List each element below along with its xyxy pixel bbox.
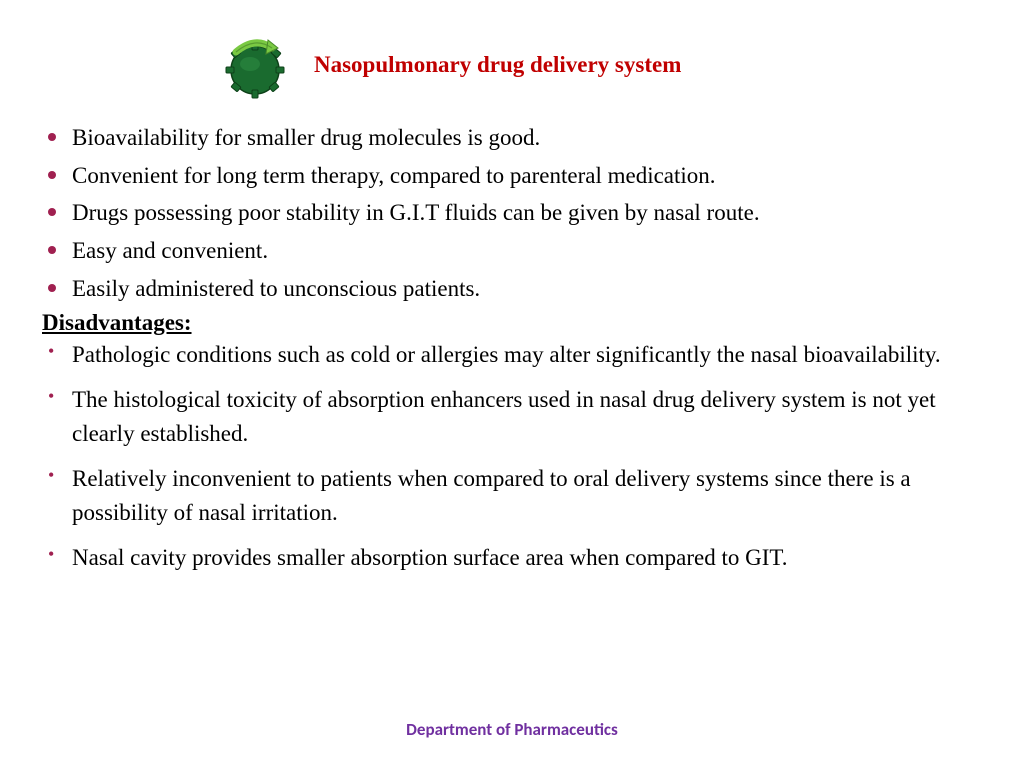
logo-icon xyxy=(220,30,290,100)
list-item: The histological toxicity of absorption … xyxy=(42,383,984,452)
list-item: Pathologic conditions such as cold or al… xyxy=(42,338,984,373)
list-item: Relatively inconvenient to patients when… xyxy=(42,462,984,531)
disadvantages-list: Pathologic conditions such as cold or al… xyxy=(42,338,984,575)
list-item: Easily administered to unconscious patie… xyxy=(42,271,984,307)
slide-footer: Department of Pharmaceutics xyxy=(0,719,1024,740)
list-item: Nasal cavity provides smaller absorption… xyxy=(42,541,984,576)
slide-title: Nasopulmonary drug delivery system xyxy=(314,52,681,78)
list-item: Bioavailability for smaller drug molecul… xyxy=(42,120,984,156)
disadvantages-heading: Disadvantages: xyxy=(42,310,984,336)
slide-header: Nasopulmonary drug delivery system xyxy=(0,0,1024,120)
list-item: Easy and convenient. xyxy=(42,233,984,269)
slide-content: Bioavailability for smaller drug molecul… xyxy=(0,120,1024,575)
list-item: Convenient for long term therapy, compar… xyxy=(42,158,984,194)
advantages-list: Bioavailability for smaller drug molecul… xyxy=(42,120,984,306)
list-item: Drugs possessing poor stability in G.I.T… xyxy=(42,195,984,231)
